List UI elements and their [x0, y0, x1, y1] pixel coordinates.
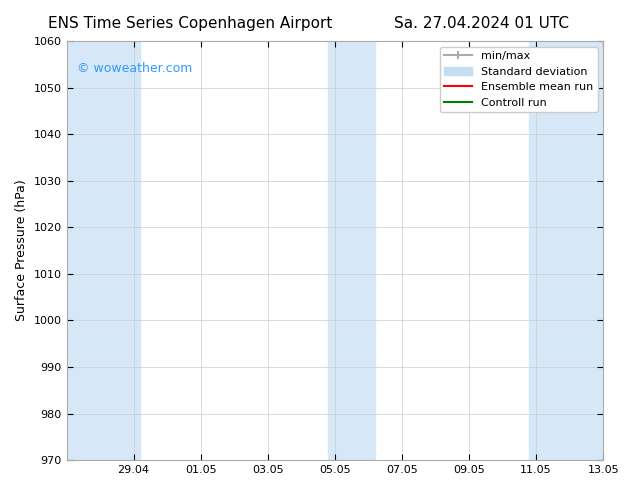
- Text: © woweather.com: © woweather.com: [77, 62, 193, 75]
- Bar: [529, 41, 603, 460]
- Bar: [328, 41, 375, 460]
- Text: ENS Time Series Copenhagen Airport: ENS Time Series Copenhagen Airport: [48, 16, 332, 31]
- Text: Sa. 27.04.2024 01 UTC: Sa. 27.04.2024 01 UTC: [394, 16, 569, 31]
- Bar: [67, 41, 117, 460]
- Y-axis label: Surface Pressure (hPa): Surface Pressure (hPa): [15, 180, 28, 321]
- Legend: min/max, Standard deviation, Ensemble mean run, Controll run: min/max, Standard deviation, Ensemble me…: [440, 47, 598, 112]
- Bar: [117, 41, 140, 460]
